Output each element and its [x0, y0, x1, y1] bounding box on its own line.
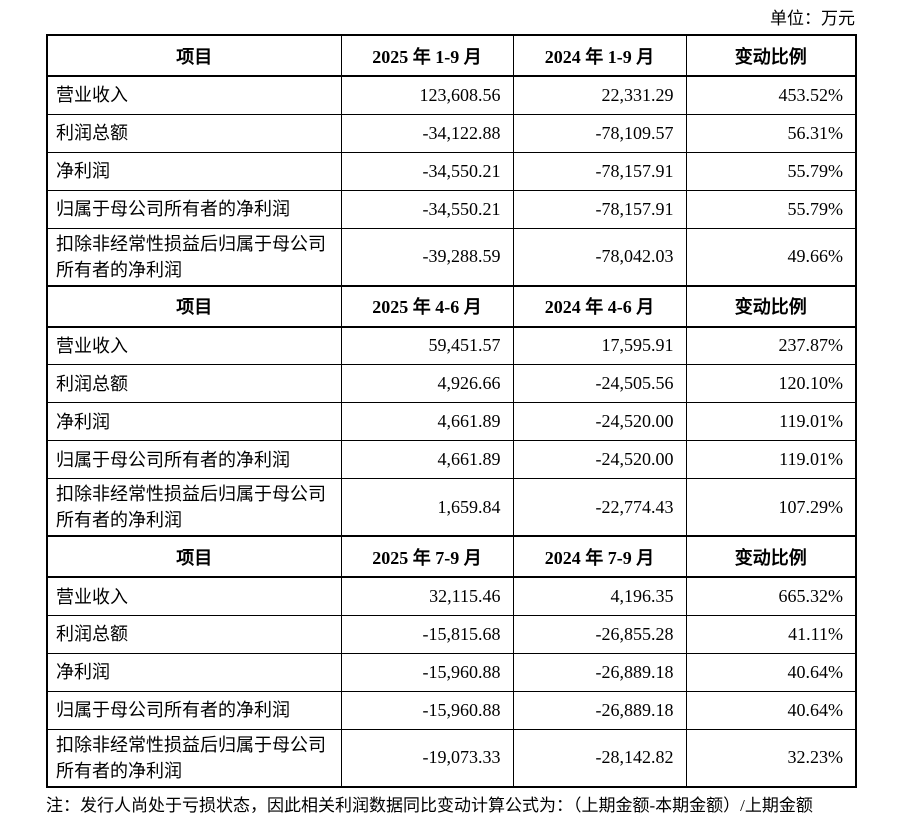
col-header-change: 变动比例	[685, 284, 857, 328]
table-row: 扣除非经常性损益后归属于母公司所有者的净利润 -19,073.33 -28,14…	[46, 728, 857, 788]
item-name-cell: 归属于母公司所有者的净利润	[46, 189, 342, 229]
current-value-cell: -34,550.21	[340, 151, 514, 191]
footnote: 注：发行人尚处于亏损状态，因此相关利润数据同比变动计算公式为：（上期金额-本期金…	[46, 796, 813, 816]
prior-value-cell: -22,774.43	[512, 478, 687, 537]
current-value-cell: -15,960.88	[340, 690, 514, 730]
prior-value-cell: -24,520.00	[512, 402, 687, 442]
item-name-cell: 营业收入	[46, 75, 342, 115]
item-name-cell: 净利润	[46, 652, 342, 692]
item-name-cell: 利润总额	[46, 364, 342, 404]
prior-value-cell: -78,109.57	[512, 113, 687, 153]
table-row: 营业收入 123,608.56 22,331.29 453.52%	[46, 75, 857, 115]
change-ratio-cell: 40.64%	[685, 652, 857, 692]
table-row: 净利润 4,661.89 -24,520.00 119.01%	[46, 402, 857, 442]
change-ratio-cell: 107.29%	[685, 478, 857, 537]
current-value-cell: -34,550.21	[340, 189, 514, 229]
current-value-cell: -15,960.88	[340, 652, 514, 692]
item-name-cell: 归属于母公司所有者的净利润	[46, 690, 342, 730]
change-ratio-cell: 119.01%	[685, 440, 857, 480]
table-row: 净利润 -34,550.21 -78,157.91 55.79%	[46, 151, 857, 191]
table-row: 营业收入 32,115.46 4,196.35 665.32%	[46, 576, 857, 616]
item-name-cell: 净利润	[46, 151, 342, 191]
col-header-period-prior: 2024 年 4-6 月	[512, 284, 687, 328]
change-ratio-cell: 665.32%	[685, 576, 857, 616]
financial-comparison-table: 项目 2025 年 1-9 月 2024 年 1-9 月 变动比例 营业收入 1…	[46, 34, 857, 789]
change-ratio-cell: 41.11%	[685, 614, 857, 654]
current-value-cell: 4,926.66	[340, 364, 514, 404]
change-ratio-cell: 56.31%	[685, 113, 857, 153]
table-row: 利润总额 -15,815.68 -26,855.28 41.11%	[46, 614, 857, 654]
col-header-item: 项目	[46, 535, 342, 579]
table-row: 扣除非经常性损益后归属于母公司所有者的净利润 -39,288.59 -78,04…	[46, 227, 857, 287]
current-value-cell: -39,288.59	[340, 227, 514, 287]
item-name-cell: 营业收入	[46, 576, 342, 616]
col-header-item: 项目	[46, 284, 342, 328]
col-header-period-current: 2025 年 7-9 月	[340, 535, 514, 579]
table-row: 净利润 -15,960.88 -26,889.18 40.64%	[46, 652, 857, 692]
prior-value-cell: -24,505.56	[512, 364, 687, 404]
prior-value-cell: -78,042.03	[512, 227, 687, 287]
current-value-cell: -15,815.68	[340, 614, 514, 654]
section1-header-row: 项目 2025 年 1-9 月 2024 年 1-9 月 变动比例	[46, 34, 857, 77]
col-header-change: 变动比例	[685, 535, 857, 579]
table-row: 营业收入 59,451.57 17,595.91 237.87%	[46, 326, 857, 366]
table-row: 利润总额 -34,122.88 -78,109.57 56.31%	[46, 113, 857, 153]
item-name-cell: 营业收入	[46, 326, 342, 366]
item-name-cell: 净利润	[46, 402, 342, 442]
col-header-period-prior: 2024 年 7-9 月	[512, 535, 687, 579]
col-header-change: 变动比例	[685, 34, 857, 77]
current-value-cell: 4,661.89	[340, 402, 514, 442]
prior-value-cell: -26,855.28	[512, 614, 687, 654]
current-value-cell: -34,122.88	[340, 113, 514, 153]
prior-value-cell: -78,157.91	[512, 151, 687, 191]
change-ratio-cell: 32.23%	[685, 728, 857, 788]
current-value-cell: 32,115.46	[340, 576, 514, 616]
current-value-cell: -19,073.33	[340, 728, 514, 788]
item-name-cell: 归属于母公司所有者的净利润	[46, 440, 342, 480]
change-ratio-cell: 55.79%	[685, 151, 857, 191]
current-value-cell: 59,451.57	[340, 326, 514, 366]
prior-value-cell: -26,889.18	[512, 690, 687, 730]
item-name-cell: 扣除非经常性损益后归属于母公司所有者的净利润	[46, 227, 342, 287]
change-ratio-cell: 49.66%	[685, 227, 857, 287]
col-header-period-prior: 2024 年 1-9 月	[512, 34, 687, 77]
table-row: 归属于母公司所有者的净利润 -34,550.21 -78,157.91 55.7…	[46, 189, 857, 229]
item-name-cell: 扣除非经常性损益后归属于母公司所有者的净利润	[46, 478, 342, 537]
prior-value-cell: 22,331.29	[512, 75, 687, 115]
item-name-cell: 利润总额	[46, 614, 342, 654]
change-ratio-cell: 120.10%	[685, 364, 857, 404]
section2-header-row: 项目 2025 年 4-6 月 2024 年 4-6 月 变动比例	[46, 284, 857, 328]
prior-value-cell: 4,196.35	[512, 576, 687, 616]
change-ratio-cell: 55.79%	[685, 189, 857, 229]
change-ratio-cell: 237.87%	[685, 326, 857, 366]
current-value-cell: 123,608.56	[340, 75, 514, 115]
col-header-period-current: 2025 年 1-9 月	[340, 34, 514, 77]
item-name-cell: 扣除非经常性损益后归属于母公司所有者的净利润	[46, 728, 342, 788]
section3-header-row: 项目 2025 年 7-9 月 2024 年 7-9 月 变动比例	[46, 535, 857, 579]
unit-label: 单位：万元	[770, 9, 855, 28]
table-row: 扣除非经常性损益后归属于母公司所有者的净利润 1,659.84 -22,774.…	[46, 478, 857, 537]
col-header-period-current: 2025 年 4-6 月	[340, 284, 514, 328]
current-value-cell: 4,661.89	[340, 440, 514, 480]
table-row: 利润总额 4,926.66 -24,505.56 120.10%	[46, 364, 857, 404]
change-ratio-cell: 119.01%	[685, 402, 857, 442]
prior-value-cell: -24,520.00	[512, 440, 687, 480]
prior-value-cell: 17,595.91	[512, 326, 687, 366]
prior-value-cell: -26,889.18	[512, 652, 687, 692]
col-header-item: 项目	[46, 34, 342, 77]
change-ratio-cell: 40.64%	[685, 690, 857, 730]
item-name-cell: 利润总额	[46, 113, 342, 153]
table-row: 归属于母公司所有者的净利润 -15,960.88 -26,889.18 40.6…	[46, 690, 857, 730]
prior-value-cell: -28,142.82	[512, 728, 687, 788]
table-row: 归属于母公司所有者的净利润 4,661.89 -24,520.00 119.01…	[46, 440, 857, 480]
current-value-cell: 1,659.84	[340, 478, 514, 537]
prior-value-cell: -78,157.91	[512, 189, 687, 229]
change-ratio-cell: 453.52%	[685, 75, 857, 115]
